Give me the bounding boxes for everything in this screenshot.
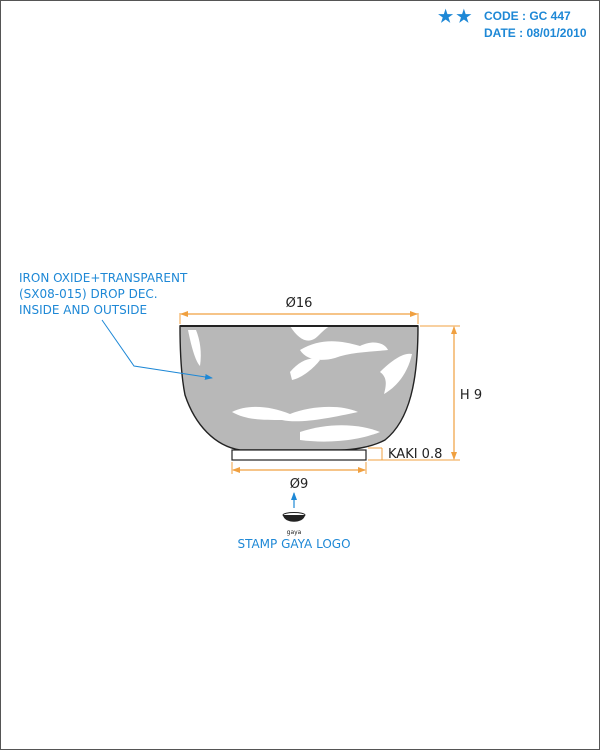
top-diameter-dimension (179, 311, 419, 324)
code-label: CODE : GC 447 (484, 9, 571, 23)
foot-height-dimension (368, 447, 383, 460)
date-row: DATE : 08/01/2010 (438, 25, 587, 42)
glaze-decoration (180, 326, 418, 450)
annotation-line-3: INSIDE AND OUTSIDE (19, 303, 147, 317)
star-icon: ★ (456, 7, 472, 26)
foot-diameter-dimension (231, 462, 367, 474)
gaya-logo-icon: gaya (282, 512, 306, 536)
date-label: DATE : 08/01/2010 (484, 26, 587, 40)
annotation-line-1: IRON OXIDE+TRANSPARENT (19, 271, 188, 285)
height-dimension (368, 325, 460, 461)
stamp-label: STAMP GAYA LOGO (237, 537, 350, 551)
annotation-leader (101, 319, 213, 380)
annotation-line-2: (SX08-015) DROP DEC. (19, 287, 158, 301)
foot-ring (231, 449, 367, 461)
foot-diameter-label: Ø9 (290, 477, 309, 492)
foot-height-label: KAKI 0.8 (388, 447, 442, 462)
title-block: ★ ★ CODE : GC 447 DATE : 08/01/2010 (438, 8, 587, 42)
code-row: ★ ★ CODE : GC 447 (438, 8, 587, 25)
height-label: H 9 (460, 388, 482, 403)
logo-text: gaya (287, 529, 302, 536)
star-icons: ★ ★ (438, 8, 484, 25)
top-diameter-label: Ø16 (286, 296, 313, 311)
star-icon: ★ (438, 7, 454, 26)
